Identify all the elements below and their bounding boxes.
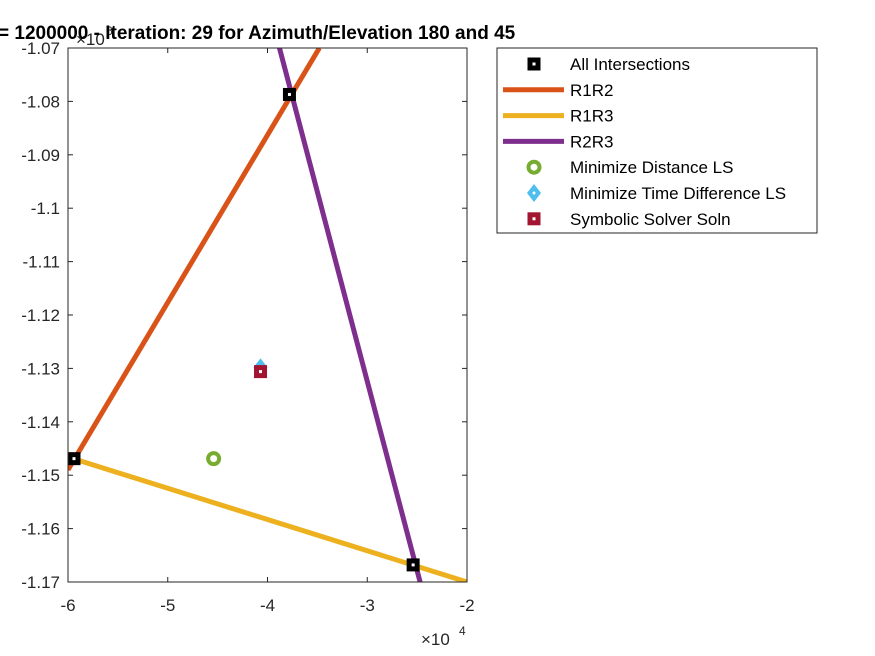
legend-label-r1r3: R1R3 [570,107,613,126]
series-line-r2r3 [277,48,423,582]
y-tick-label: -1.17 [21,573,60,592]
y-tick-label: -1.12 [21,306,60,325]
point-all-intersections-2-center [411,563,415,567]
y-exponent-power: 6 [106,24,113,38]
x-tick-label: -6 [60,596,75,615]
legend-marker-minimize-distance-ls-center [532,165,536,169]
x-exponent-power: 4 [459,624,466,638]
x-tick-label: -4 [260,596,275,615]
legend-label-r2r3: R2R3 [570,132,613,151]
series-line-r1r2 [68,48,322,472]
y-tick-label: -1.11 [23,253,61,272]
legend-marker-symbolic-solver-soln-center [532,217,536,221]
point-all-intersections-0-center [72,457,76,461]
plot-clip-group [68,48,467,582]
x-tick-label: -5 [160,596,175,615]
axes [67,47,468,583]
chart-title: = 1200000 - Iteration: 29 for Azimuth/El… [0,23,516,44]
y-tick-label: -1.14 [21,413,60,432]
legend: All Intersections R1R2 R1R3 R2R3 Minimize Di… [496,47,818,234]
y-exponent-label: ×10 [76,30,105,49]
y-tick-label: -1.13 [21,359,60,378]
point-symbolic-solver-soln-0-center [259,370,263,374]
y-tick-label: -1.16 [21,520,60,539]
x-exponent-label: ×10 [421,630,450,649]
legend-label-minimize-time-difference-ls: Minimize Time Difference LS [570,184,786,203]
x-tick-label: -3 [360,596,375,615]
legend-label-minimize-distance-ls: Minimize Distance LS [570,158,733,177]
point-all-intersections-1-center [287,92,291,96]
series-line-r1r3 [68,454,467,582]
y-tick-label: -1.08 [21,92,60,111]
legend-marker-all-intersections-center [532,62,536,66]
legend-marker-minimize-time-difference-ls-center [532,191,536,195]
legend-label-all-intersections: All Intersections [570,55,690,74]
legend-label-symbolic-solver-soln: Symbolic Solver Soln [570,210,731,229]
point-minimize-distance-ls-0-center [212,457,216,461]
point-minimize-distance-ls-0 [206,451,222,467]
y-tick-label: -1.15 [21,466,60,485]
legend-marker-minimize-distance-ls [526,159,542,175]
legend-label-r1r2: R1R2 [570,81,613,100]
x-tick-label: -2 [459,596,474,615]
y-tick-label: -1.09 [21,146,60,165]
y-tick-label: -1.1 [31,199,60,218]
tick-labels: -6 -5 -4 -3 -2 -1.07 -1.08 -1.09 -1.1 -1.11 -1.12 -… [21,24,474,649]
series-layer [68,48,467,582]
y-tick-label: -1.07 [21,39,60,58]
plot-area [68,48,467,582]
